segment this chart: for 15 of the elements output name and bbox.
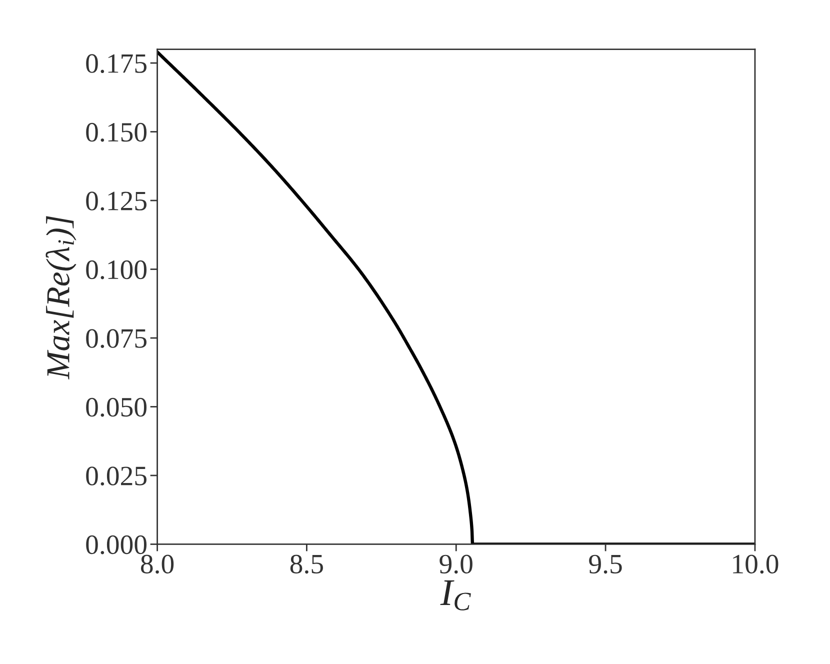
y-tick-label: 0.050 — [86, 398, 147, 417]
y-tick-label: 0.000 — [86, 535, 147, 554]
y-tick-label: 0.075 — [86, 329, 146, 348]
x-tick-label: 8.0 — [140, 554, 174, 574]
x-tick-label: 9.5 — [589, 554, 622, 574]
y-tick-label: 0.150 — [86, 122, 147, 142]
y-tick-label: 0.125 — [86, 192, 146, 211]
x-tick-label: 8.5 — [290, 554, 323, 574]
y-tick-label: 0.175 — [86, 54, 146, 74]
y-axis-title: Max[Re(λ$_{i}$)] — [46, 216, 76, 380]
y-tick-label: 0.100 — [86, 260, 147, 280]
y-tick-label: 0.025 — [86, 466, 146, 486]
x-tick-label: 9.0 — [440, 554, 472, 574]
x-axis-title: I$_{C}$ — [440, 580, 471, 610]
x-tick-label: 10.0 — [733, 554, 778, 574]
